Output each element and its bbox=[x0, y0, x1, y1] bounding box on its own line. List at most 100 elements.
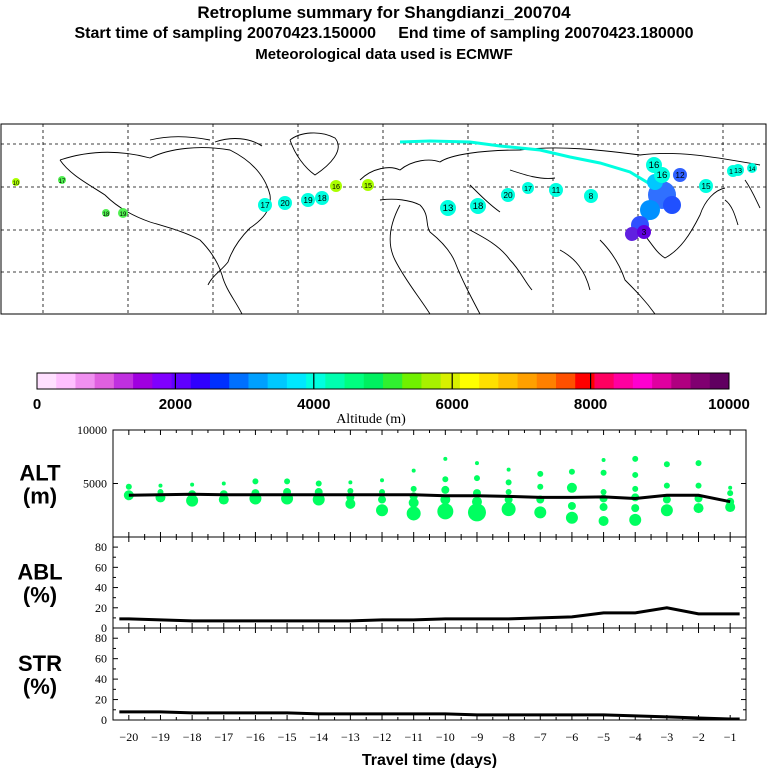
x-tick-label: −6 bbox=[566, 730, 579, 744]
colorbar-tick-label: 8000 bbox=[574, 396, 607, 413]
x-tick-label: −2 bbox=[692, 730, 705, 744]
trajectory-marker bbox=[699, 179, 713, 193]
abl-line bbox=[119, 606, 740, 623]
altitude-marker bbox=[600, 469, 607, 476]
trajectory-blob bbox=[625, 227, 639, 241]
trajectory-marker bbox=[637, 225, 651, 239]
y-tick-label: 80 bbox=[95, 540, 107, 554]
altitude-marker bbox=[695, 482, 702, 489]
altitude-marker bbox=[473, 475, 480, 482]
colorbar-swatch bbox=[459, 373, 480, 389]
altitude-marker bbox=[376, 504, 389, 517]
trajectory-marker bbox=[301, 193, 315, 207]
x-tick-label: −14 bbox=[309, 730, 328, 744]
trajectory-marker bbox=[501, 188, 515, 202]
colorbar-swatch bbox=[306, 373, 326, 389]
trajectory-marker bbox=[440, 200, 456, 216]
colorbar-swatch bbox=[190, 373, 211, 389]
altitude-marker bbox=[380, 478, 385, 483]
colorbar-swatch bbox=[671, 373, 692, 389]
altitude-marker bbox=[158, 483, 163, 488]
altitude-marker bbox=[537, 483, 544, 490]
colorbar-swatch bbox=[632, 373, 653, 389]
altitude-marker bbox=[663, 482, 670, 489]
trajectory-marker bbox=[549, 183, 563, 197]
panel-ylabel-unit: (%) bbox=[23, 583, 57, 608]
trajectory-marker bbox=[654, 167, 670, 183]
altitude-marker bbox=[598, 515, 609, 526]
colorbar-swatch bbox=[556, 373, 576, 389]
trajectory-day-label: 8 bbox=[589, 191, 594, 201]
trajectory-blob bbox=[640, 200, 660, 220]
colorbar-swatch bbox=[248, 373, 269, 389]
altitude-marker bbox=[695, 460, 702, 467]
x-tick-label: −10 bbox=[436, 730, 455, 744]
colorbar-swatch bbox=[690, 373, 711, 389]
colorbar-swatch bbox=[479, 373, 499, 389]
altitude-marker bbox=[315, 480, 322, 487]
panel-ylabel: ALT bbox=[19, 461, 61, 486]
trajectory-day-label: 18 bbox=[473, 201, 484, 212]
altitude-marker bbox=[501, 502, 516, 517]
y-tick-label: 40 bbox=[95, 672, 107, 686]
y-tick-label: 80 bbox=[95, 631, 107, 645]
colorbar-swatch bbox=[133, 373, 153, 389]
x-tick-label: −12 bbox=[373, 730, 392, 744]
altitude-marker bbox=[312, 493, 325, 506]
trajectory-blob bbox=[663, 196, 681, 214]
colorbar-swatch bbox=[229, 373, 249, 389]
trajectory-day-label: 17 bbox=[59, 179, 66, 185]
x-tick-label: −20 bbox=[119, 730, 138, 744]
panel-ylabel-unit: (%) bbox=[23, 674, 57, 699]
colorbar-swatch bbox=[344, 373, 365, 389]
altitude-marker bbox=[442, 476, 449, 483]
altitude-marker bbox=[660, 504, 673, 517]
trajectory-marker bbox=[732, 164, 744, 176]
trajectory-day-label: 3 bbox=[642, 227, 647, 237]
altitude-marker bbox=[474, 461, 479, 466]
altitude-marker bbox=[727, 490, 734, 497]
altitude-marker bbox=[632, 485, 639, 492]
altitude-marker bbox=[537, 470, 544, 477]
trajectory-day-label: 13 bbox=[734, 166, 742, 175]
panel-frame bbox=[112, 627, 747, 721]
altitude-marker bbox=[600, 489, 607, 496]
trajectory-marker bbox=[584, 189, 598, 203]
trajectory-marker bbox=[330, 180, 342, 192]
colorbar-swatch bbox=[75, 373, 96, 389]
trajectory-day-label: 20 bbox=[280, 198, 290, 208]
colorbar-swatch bbox=[498, 373, 519, 389]
colorbar-swatch bbox=[363, 373, 384, 389]
mean-altitude-line bbox=[128, 492, 731, 504]
trajectory-day-label: 11 bbox=[552, 185, 561, 195]
coastlines bbox=[59, 132, 761, 315]
trajectory-marker bbox=[747, 163, 757, 173]
colorbar-label: Altitude (m) bbox=[336, 412, 406, 427]
colorbar-swatch bbox=[113, 373, 134, 389]
x-tick-label: −5 bbox=[597, 730, 610, 744]
colorbar-tick-label: 0 bbox=[33, 396, 41, 413]
altitude-marker bbox=[506, 467, 511, 472]
altitude-marker bbox=[567, 501, 576, 510]
x-tick-label: −4 bbox=[629, 730, 642, 744]
x-tick-label: −11 bbox=[405, 730, 423, 744]
x-tick-label: −18 bbox=[183, 730, 202, 744]
trajectory-day-label: 15 bbox=[701, 181, 711, 191]
colorbar-tick-label: 2000 bbox=[159, 396, 192, 413]
x-tick-label: −15 bbox=[278, 730, 297, 744]
trajectory-labels: 1017181917201918161513182017118161517121… bbox=[12, 157, 757, 239]
altitude-marker bbox=[347, 487, 354, 494]
trajectory-day-label: 16 bbox=[657, 170, 668, 181]
altitude-marker bbox=[190, 482, 195, 487]
altitude-marker bbox=[566, 482, 577, 493]
altitude-marker bbox=[631, 504, 640, 513]
trajectory-day-label: 19 bbox=[303, 195, 313, 205]
y-tick-label: 40 bbox=[95, 581, 107, 595]
altitude-marker bbox=[471, 496, 482, 507]
altitude-marker bbox=[345, 498, 356, 509]
altitude-marker bbox=[410, 485, 417, 492]
altitude-marker bbox=[632, 455, 639, 462]
altitude-marker bbox=[186, 494, 199, 507]
altitude-marker bbox=[443, 456, 448, 461]
